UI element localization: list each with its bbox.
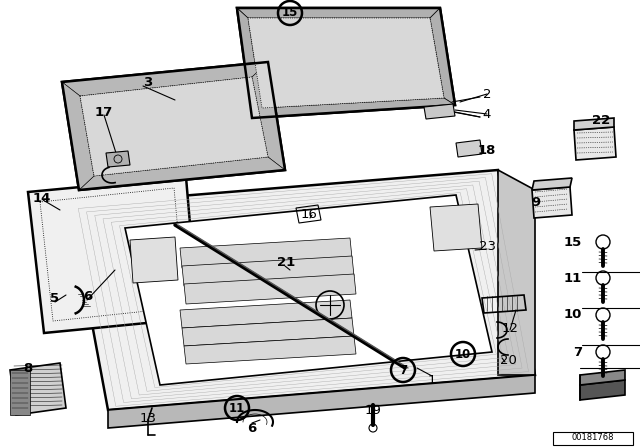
Polygon shape <box>106 151 130 167</box>
Polygon shape <box>574 118 614 130</box>
Polygon shape <box>108 375 535 428</box>
Text: 18: 18 <box>478 143 496 156</box>
Polygon shape <box>80 77 268 176</box>
Polygon shape <box>79 157 285 190</box>
Text: 2: 2 <box>483 87 492 100</box>
Text: 10: 10 <box>564 309 582 322</box>
Text: 11: 11 <box>564 271 582 284</box>
Text: 14: 14 <box>33 191 51 204</box>
Polygon shape <box>580 380 625 400</box>
Text: 9: 9 <box>531 195 541 208</box>
Text: 10: 10 <box>455 348 471 361</box>
Text: 22: 22 <box>592 113 610 126</box>
Text: 19: 19 <box>365 404 381 417</box>
Text: 4: 4 <box>483 108 491 121</box>
Text: 6: 6 <box>248 422 257 435</box>
Text: 15: 15 <box>282 7 298 20</box>
Text: 1: 1 <box>428 375 436 388</box>
Polygon shape <box>62 62 285 190</box>
Polygon shape <box>252 62 285 170</box>
Polygon shape <box>430 8 455 105</box>
Text: 15: 15 <box>564 236 582 249</box>
Text: 16: 16 <box>301 208 317 221</box>
Text: 17: 17 <box>95 105 113 119</box>
Text: 23: 23 <box>479 240 495 253</box>
Polygon shape <box>184 336 356 364</box>
Polygon shape <box>574 127 616 160</box>
Polygon shape <box>10 363 66 415</box>
Text: 13: 13 <box>140 412 157 425</box>
Text: 20: 20 <box>500 353 516 366</box>
Text: 6: 6 <box>83 289 93 302</box>
Polygon shape <box>237 8 262 118</box>
Polygon shape <box>182 318 354 346</box>
Polygon shape <box>62 82 94 190</box>
Polygon shape <box>430 204 482 251</box>
Text: 7: 7 <box>573 345 582 358</box>
Polygon shape <box>28 177 198 333</box>
Polygon shape <box>237 8 455 118</box>
Polygon shape <box>532 187 572 218</box>
Text: 00181768: 00181768 <box>572 434 614 443</box>
Polygon shape <box>237 8 440 18</box>
Polygon shape <box>180 300 352 328</box>
Polygon shape <box>70 170 535 410</box>
Polygon shape <box>252 98 455 118</box>
Polygon shape <box>130 237 178 283</box>
Polygon shape <box>62 62 268 96</box>
Text: 12: 12 <box>502 322 518 335</box>
Text: 7: 7 <box>399 363 407 376</box>
Text: 8: 8 <box>24 362 33 375</box>
Polygon shape <box>125 195 492 385</box>
Polygon shape <box>532 178 572 190</box>
Text: 11: 11 <box>229 401 245 414</box>
Polygon shape <box>424 104 455 119</box>
Polygon shape <box>10 370 30 415</box>
Polygon shape <box>180 238 352 268</box>
Text: 5: 5 <box>51 292 60 305</box>
Text: 21: 21 <box>277 257 295 270</box>
Polygon shape <box>456 140 482 157</box>
Polygon shape <box>580 370 625 385</box>
Polygon shape <box>248 18 444 108</box>
Polygon shape <box>184 274 356 304</box>
Text: 3: 3 <box>143 76 152 89</box>
Polygon shape <box>182 256 354 286</box>
Polygon shape <box>498 170 535 375</box>
